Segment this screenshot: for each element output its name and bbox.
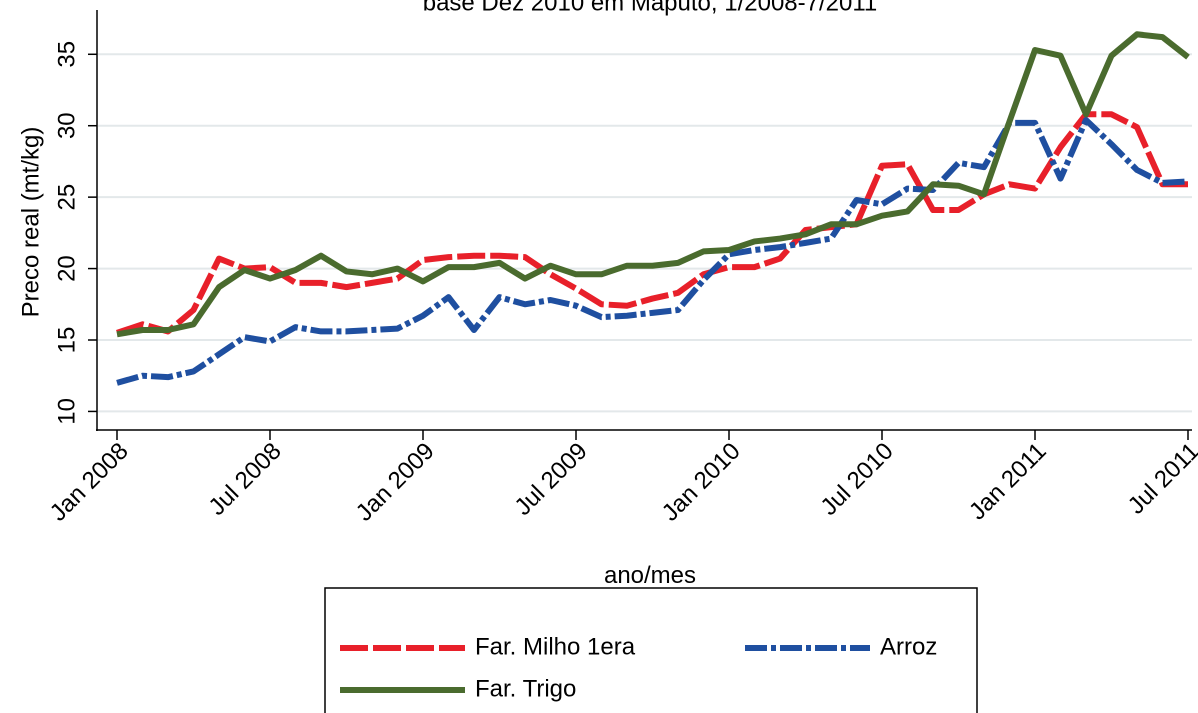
legend-label: Far. Milho 1era [475, 633, 636, 660]
series-line [116, 111, 1188, 336]
y-axis-label: Preco real (mt/kg) [17, 127, 44, 318]
y-tick-label: 15 [53, 327, 80, 354]
y-tick-label: 10 [53, 398, 80, 425]
legend-label: Arroz [880, 633, 937, 660]
y-tick-label: 25 [53, 184, 80, 211]
y-tick-label: 30 [53, 112, 80, 139]
series-line [116, 31, 1190, 338]
chart-title: base Dez 2010 em Maputo, 1/2008-7/2011 [423, 0, 878, 16]
x-axis-label: ano/mes [604, 562, 696, 589]
legend-label: Far. Trigo [475, 675, 576, 702]
y-tick-label: 35 [53, 41, 80, 68]
y-tick-label: 20 [53, 255, 80, 282]
